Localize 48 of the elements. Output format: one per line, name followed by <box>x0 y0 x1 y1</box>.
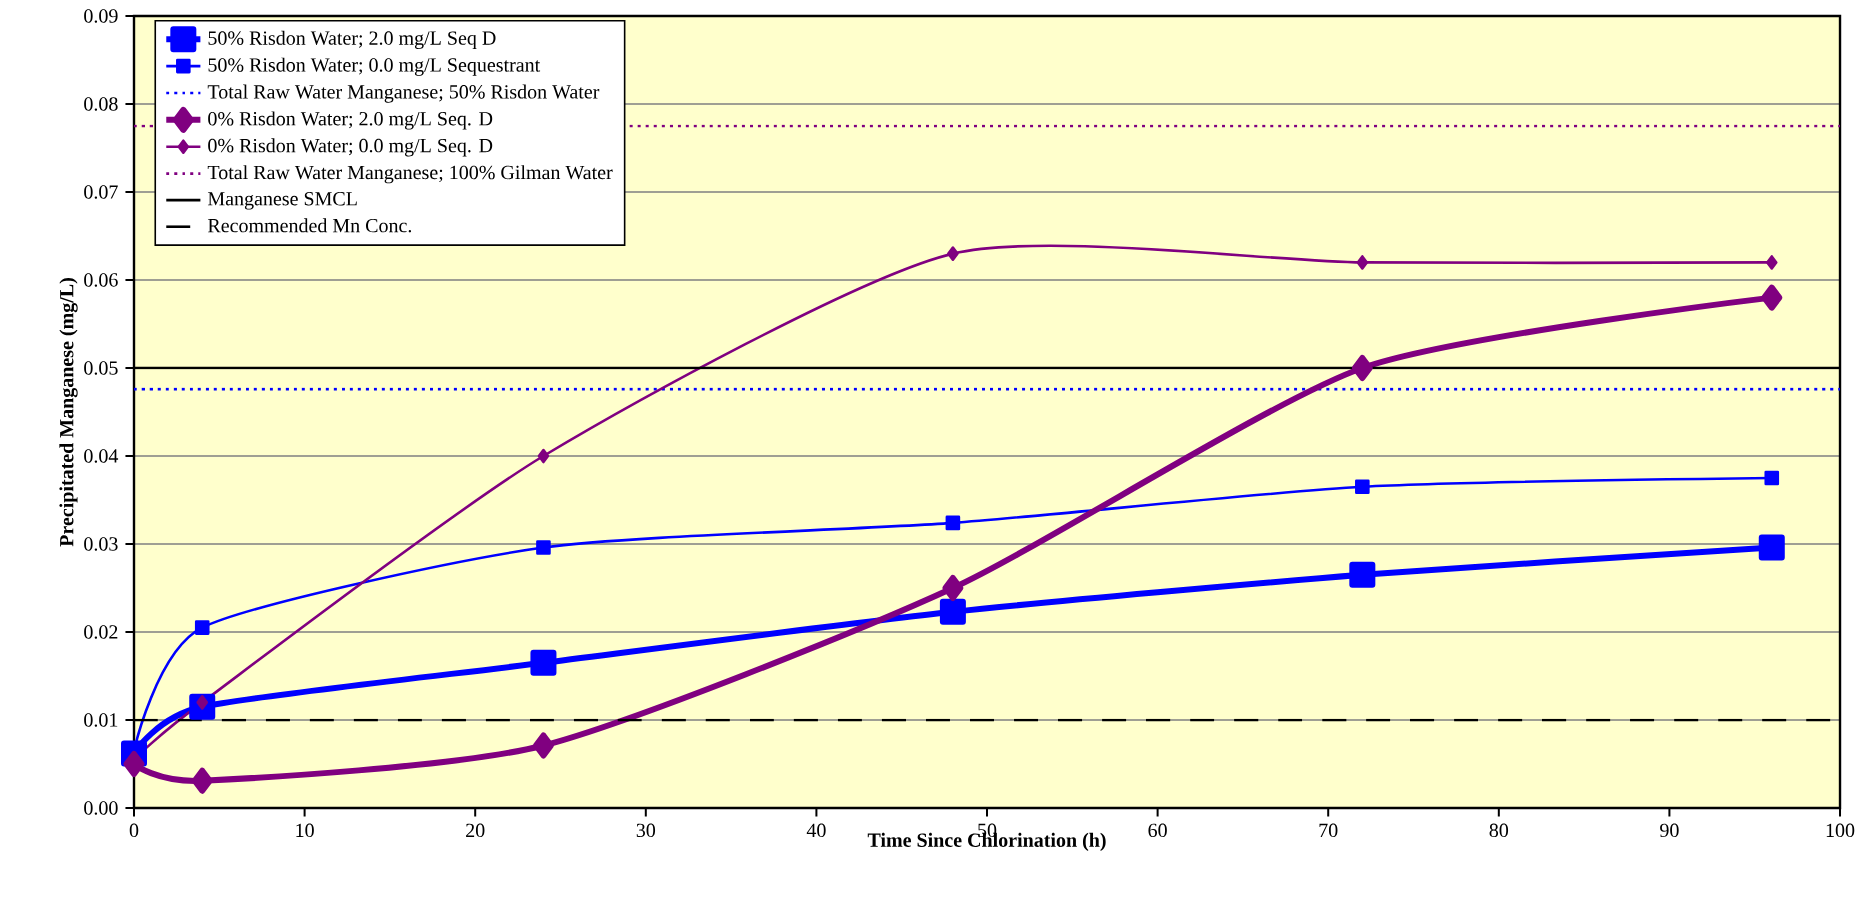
point <box>1758 534 1785 561</box>
y-tick-label: 0.09 <box>84 9 118 23</box>
legend-label: Recommended Mn Conc. <box>207 218 412 233</box>
point <box>191 767 213 794</box>
y-tick-label: 0.06 <box>84 273 118 287</box>
legend-label: 0% Risdon Water; 2.0 mg/L Seq. D <box>208 111 493 130</box>
x-tick-label: 10 <box>296 823 314 838</box>
y-tick-label: 0.07 <box>84 185 118 199</box>
x-tick-label: 30 <box>636 823 656 838</box>
y-tick-label: 0.00 <box>84 801 118 815</box>
point <box>194 620 210 635</box>
point <box>945 515 961 531</box>
y-tick-label: 0.08 <box>84 97 118 111</box>
y-tick-label: 0.05 <box>84 361 118 375</box>
point <box>939 598 966 625</box>
y-tick-label: 0.02 <box>84 625 118 639</box>
point <box>536 540 551 555</box>
y-tick-label: 0.04 <box>84 449 119 463</box>
point <box>530 649 557 676</box>
point <box>1356 255 1369 270</box>
point <box>1355 479 1370 495</box>
point <box>1765 255 1778 270</box>
x-tick-label: 0 <box>129 823 139 838</box>
point <box>1349 561 1376 588</box>
legend-label: 50% Risdon Water; 2.0 mg/L Seq D <box>208 30 496 49</box>
point <box>196 695 209 710</box>
legend-label: 0% Risdon Water; 0.0 mg/L Seq. D <box>208 138 493 157</box>
legend-label: Total Raw Water Manganese; 50% Risdon Water <box>207 84 600 103</box>
legend-label: 50% Risdon Water; 0.0 mg/L Sequestrant <box>208 57 541 76</box>
y-tick-label: 0.03 <box>84 537 118 551</box>
legend-label: Total Raw Water Manganese; 100% Gilman Water <box>207 165 613 184</box>
legend-label: Manganese SMCL <box>207 192 357 210</box>
x-tick-label: 40 <box>806 823 826 838</box>
x-tick-label: 20 <box>466 823 485 838</box>
y-tick-label: 0.01 <box>84 713 118 727</box>
x-tick-label: 90 <box>1660 823 1679 838</box>
y-axis-title: Precipitated Manganese (mg/L) <box>59 278 78 547</box>
point <box>537 448 550 464</box>
point <box>1761 284 1783 311</box>
point <box>942 575 964 602</box>
x-tick-label: 100 <box>1826 823 1855 838</box>
x-tick-label: 70 <box>1319 823 1338 838</box>
point <box>532 732 554 759</box>
x-tick-label: 60 <box>1148 823 1167 838</box>
point <box>1764 470 1780 486</box>
point <box>947 246 959 261</box>
point <box>1351 355 1373 382</box>
x-tick-label: 80 <box>1489 823 1509 838</box>
